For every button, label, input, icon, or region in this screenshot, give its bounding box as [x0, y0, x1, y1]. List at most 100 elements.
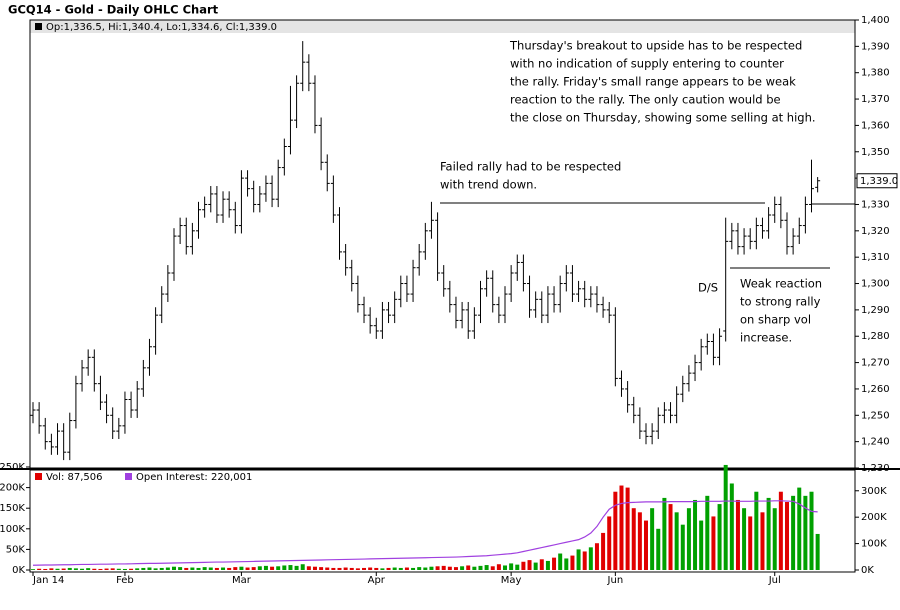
y-tick-label: 1,370	[861, 94, 890, 105]
volume-bar	[515, 564, 520, 570]
volume-bar	[564, 558, 569, 570]
volume-bar	[202, 567, 207, 570]
volume-bar	[742, 508, 747, 570]
volume-bar	[582, 551, 587, 570]
volume-bar	[184, 567, 189, 570]
volume-bar	[110, 568, 115, 570]
x-tick-label: May	[501, 575, 522, 586]
volume-bar	[233, 567, 238, 570]
y2-tick-label: 300K	[861, 486, 887, 497]
volume-bar	[294, 565, 299, 570]
volume-bar	[153, 568, 158, 570]
annotation: with no indication of supply entering to…	[510, 57, 784, 71]
volume-bar	[55, 568, 60, 570]
volume-bar	[686, 508, 691, 570]
volume-bar	[637, 512, 642, 570]
y-tick-label: 1,310	[861, 252, 890, 263]
volume-bar	[693, 499, 698, 570]
volume-bar	[490, 566, 495, 570]
volume-bar	[644, 520, 648, 570]
legend-swatch	[125, 473, 132, 480]
annotation: reaction to the rally. The only caution …	[510, 93, 781, 107]
volume-bar	[521, 561, 526, 570]
annotation: the close on Thursday, showing some sell…	[510, 111, 816, 125]
y-tick-label: 1,240	[861, 437, 890, 448]
y-tick-label: 1,290	[861, 305, 890, 316]
y-tick-label: 1,350	[861, 147, 890, 158]
legend-label: Open Interest: 220,001	[136, 472, 252, 483]
volume-bar	[509, 563, 514, 570]
volume-bar	[337, 567, 342, 570]
y-tick-label: 1,250	[861, 410, 890, 421]
volume-bar	[355, 568, 360, 570]
x-tick-label: Jan 14	[32, 575, 64, 586]
volume-bar	[527, 560, 532, 570]
volume-bar	[227, 567, 232, 570]
y-tick-label: 50K	[6, 544, 26, 555]
y-tick-label: 1,330	[861, 199, 890, 210]
volume-bar	[404, 567, 409, 570]
volume-bar	[441, 565, 446, 570]
last-price-label: 1,339.0	[860, 176, 898, 187]
chart-title: GCQ14 - Gold - Daily OHLC Chart	[8, 3, 219, 17]
volume-bar	[67, 567, 72, 570]
volume-bar	[116, 568, 121, 570]
volume-bar	[392, 567, 397, 570]
volume-bar	[423, 567, 428, 570]
volume-bar	[300, 564, 305, 570]
y-tick-label: 1,320	[861, 226, 890, 237]
y-tick-label: 1,260	[861, 384, 890, 395]
volume-bar	[43, 568, 48, 570]
volume-bar	[668, 504, 673, 570]
volume-bar	[288, 565, 293, 570]
x-tick-label: Jul	[768, 575, 781, 586]
volume-bar	[503, 565, 508, 570]
volume-bar	[349, 567, 354, 570]
volume-bar	[552, 557, 557, 570]
x-tick-label: Apr	[368, 575, 386, 586]
x-tick-label: Feb	[116, 575, 134, 586]
volume-bar	[368, 567, 373, 570]
volume-bar	[735, 499, 740, 570]
volume-bar	[282, 565, 287, 570]
volume-bar	[171, 566, 176, 570]
volume-bar	[650, 508, 655, 570]
volume-bar	[472, 566, 477, 570]
volume-bar	[80, 568, 85, 570]
volume-bar	[760, 512, 765, 570]
volume-bar	[656, 528, 661, 570]
x-tick-label: Jun	[607, 575, 624, 586]
volume-bar	[766, 497, 771, 570]
volume-bar	[411, 567, 416, 570]
volume-bar	[325, 567, 330, 570]
annotation: to strong rally	[740, 295, 821, 309]
y-tick-label: 1,380	[861, 68, 890, 79]
annotation: on sharp vol	[740, 313, 811, 327]
volume-bar	[312, 566, 317, 570]
volume-bar	[141, 567, 146, 570]
volume-bar	[270, 566, 275, 570]
volume-bar	[398, 567, 403, 570]
volume-bar	[276, 566, 281, 570]
volume-bar	[239, 566, 244, 570]
volume-bar	[460, 566, 465, 570]
volume-bar	[570, 555, 575, 570]
volume-bar	[680, 524, 685, 570]
volume-bar	[129, 568, 134, 570]
y-tick-label: 1,300	[861, 279, 890, 290]
volume-bar	[245, 567, 250, 570]
legend-swatch	[35, 473, 42, 480]
y2-tick-label: 0K	[861, 565, 874, 576]
volume-bar	[705, 495, 710, 570]
volume-bar	[374, 567, 379, 570]
volume-bar	[539, 559, 544, 570]
volume-bar	[429, 566, 434, 570]
volume-bar	[306, 566, 311, 570]
volume-bar	[631, 508, 636, 570]
y-tick-label: 200K	[0, 483, 25, 494]
annotation: Thursday's breakout to upside has to be …	[509, 39, 802, 53]
volume-bar	[772, 508, 777, 570]
y-tick-label: 1,400	[861, 15, 890, 26]
